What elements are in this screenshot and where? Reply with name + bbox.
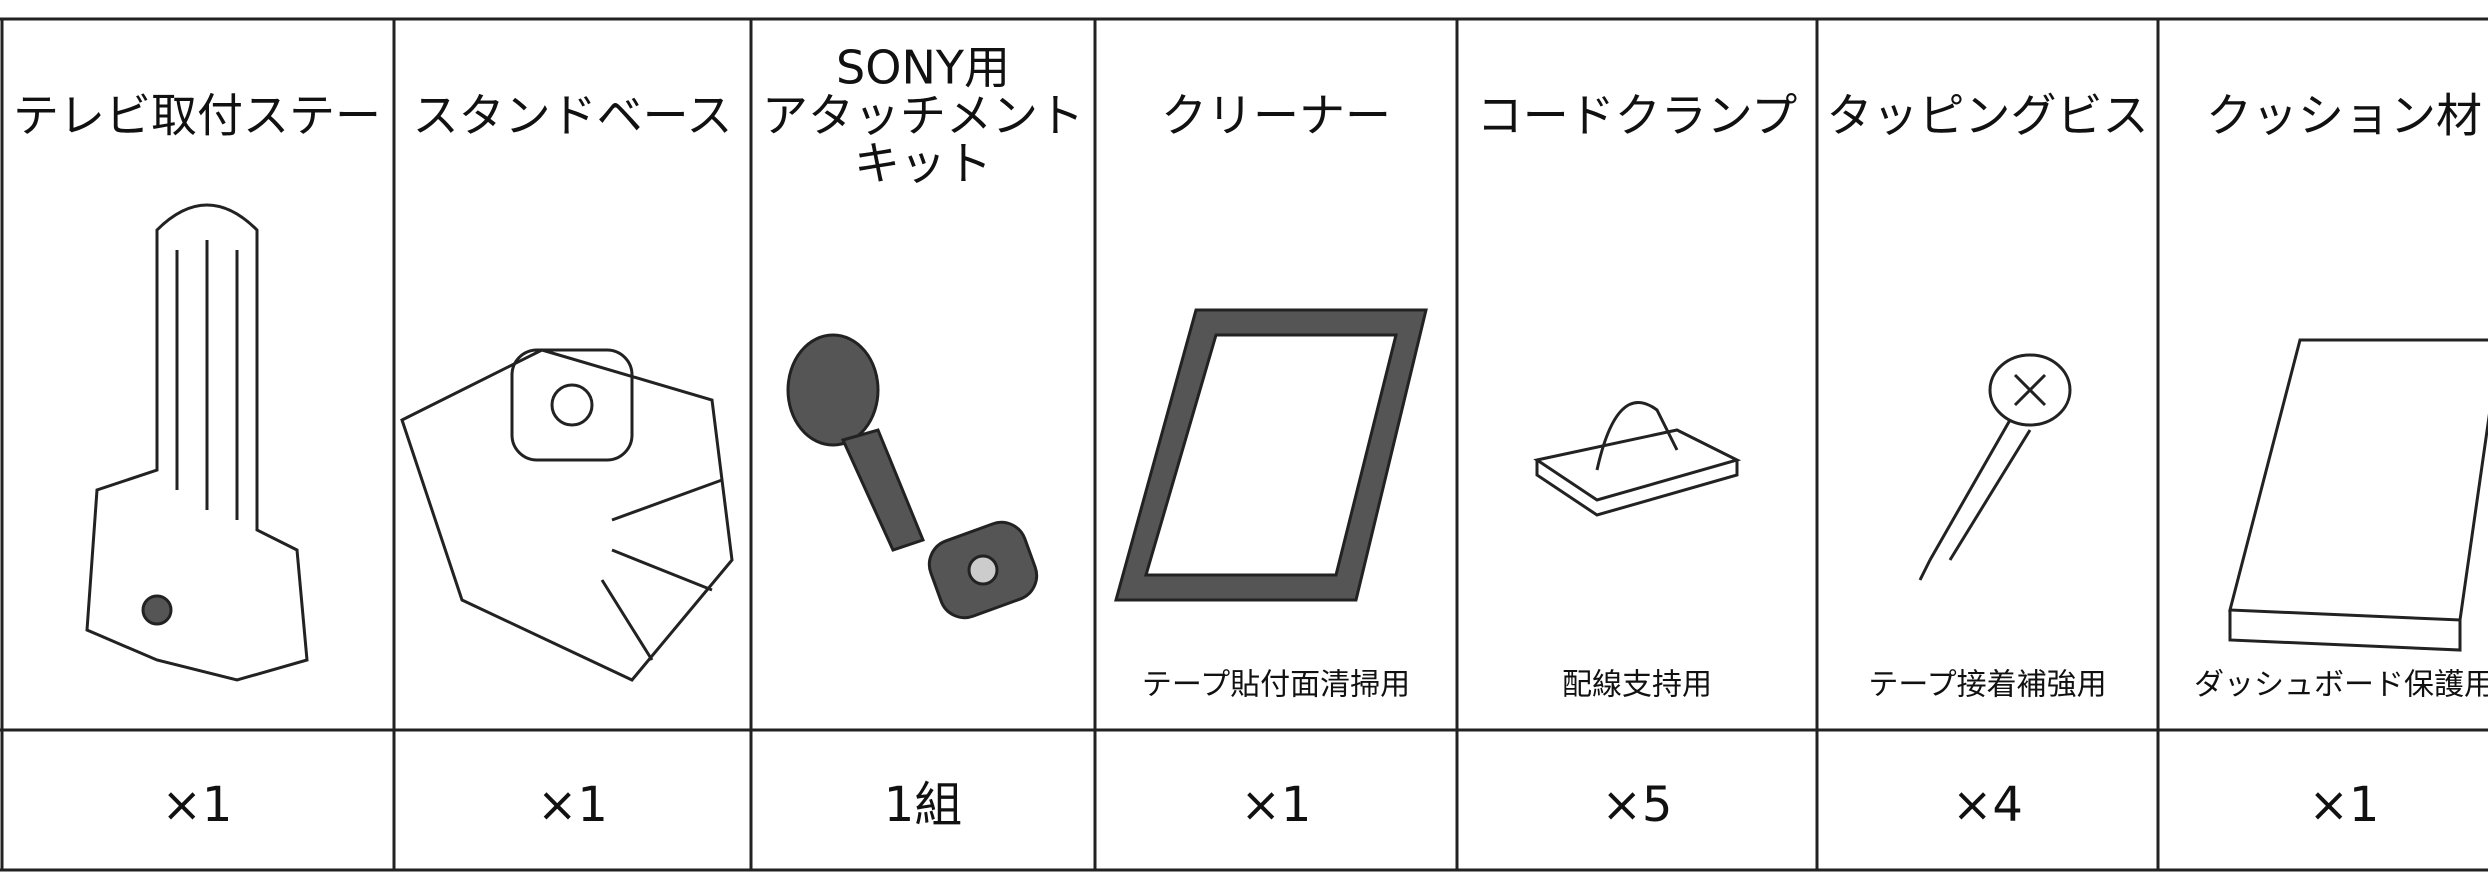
item-name: キット — [854, 137, 992, 191]
item-qty: 1組 — [884, 777, 963, 833]
item-name: コードクランプ — [1477, 89, 1798, 143]
item-qty: ×1 — [1241, 777, 1312, 833]
illustration-cord-clamp — [1533, 401, 1742, 517]
item-qty: ×1 — [2309, 777, 2380, 833]
illustration-cushion — [2228, 338, 2488, 652]
item-qty: ×1 — [537, 777, 608, 833]
illustration-attachment-kit — [786, 333, 1039, 620]
table-rules — [0, 17, 2488, 872]
item-name: テレビ取付ステー — [13, 89, 381, 143]
item-note: 配線支持用 — [1562, 668, 1712, 703]
illustration-stand-base — [400, 348, 734, 682]
item-note: ダッシュボード保護用 — [2194, 668, 2488, 703]
illustration-screw — [1918, 353, 2072, 581]
item-name: クッション材 — [2206, 89, 2482, 143]
item-note: テープ接着補強用 — [1868, 668, 2106, 703]
item-qty: ×1 — [162, 777, 233, 833]
item-qty: ×5 — [1602, 777, 1673, 833]
item-name: アタッチメント — [762, 89, 1084, 143]
item-note: テープ貼付面清掃用 — [1142, 668, 1410, 703]
item-name: スタンドベース — [413, 89, 733, 143]
item-name: クリーナー — [1161, 89, 1391, 143]
item-qty: ×4 — [1952, 777, 2023, 833]
illustration-stay — [85, 203, 309, 682]
illustration-cleaner — [1114, 308, 1428, 602]
item-name: SONY用 — [836, 41, 1010, 95]
item-name: タッピングビス — [1827, 89, 2149, 143]
